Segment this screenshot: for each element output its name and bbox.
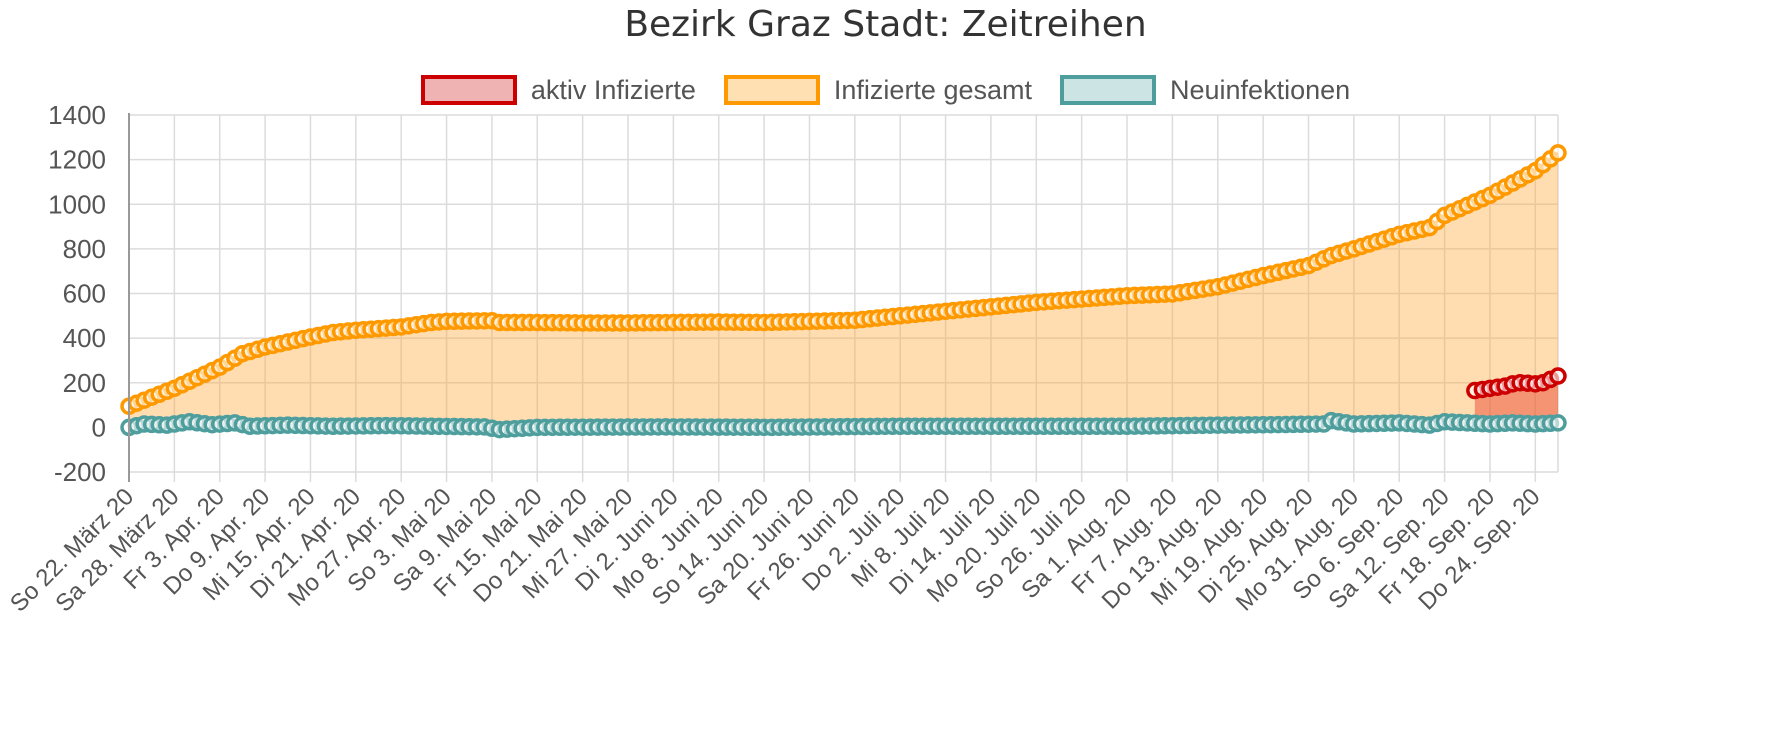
legend-label-aktiv-infizierte: aktiv Infizierte: [530, 74, 696, 105]
y-tick-label: 1400: [48, 100, 106, 130]
legend-swatch-neuinfektionen: [1060, 75, 1156, 105]
series-areas: [129, 152, 1558, 430]
y-tick-label: 800: [63, 234, 106, 264]
data-point-infizierte-gesamt[interactable]: [1549, 144, 1567, 162]
series-points-neuinfektionen: [120, 411, 1567, 439]
y-tick-label: 200: [63, 368, 106, 398]
legend-swatch-infizierte-gesamt: [723, 75, 820, 105]
data-point-neuinfektionen[interactable]: [1549, 414, 1567, 432]
series-points-aktiv-infizierte: [1466, 367, 1567, 400]
legend-label-neuinfektionen: Neuinfektionen: [1170, 74, 1351, 105]
legend: aktiv Infizierte Infizierte gesamt Neuin…: [0, 70, 1771, 110]
legend-item-neuinfektionen[interactable]: Neuinfektionen: [1060, 75, 1350, 106]
chart-title: Bezirk Graz Stadt: Zeitreihen: [624, 4, 1147, 45]
series-points: [120, 144, 1567, 439]
legend-item-aktiv-infizierte[interactable]: aktiv Infizierte: [420, 74, 696, 106]
series-area-infizierte-gesamt: [129, 152, 1558, 428]
data-point-aktiv-infizierte[interactable]: [1549, 367, 1567, 385]
y-tick-label: 1000: [48, 189, 106, 219]
y-tick-label: -200: [54, 457, 106, 487]
y-axis-ticks: 1400 1200 1000 800 600 400 200 0 -200: [48, 100, 106, 487]
legend-swatch-aktiv-infizierte: [420, 75, 517, 105]
legend-item-infizierte-gesamt[interactable]: Infizierte gesamt: [723, 74, 1032, 106]
series-points-infizierte-gesamt: [120, 144, 1567, 415]
y-tick-label: 1200: [48, 145, 106, 175]
y-tick-label: 600: [63, 279, 106, 309]
y-tick-label: 400: [63, 323, 106, 353]
y-tick-label: 0: [92, 412, 106, 442]
legend-label-infizierte-gesamt: Infizierte gesamt: [833, 74, 1032, 105]
